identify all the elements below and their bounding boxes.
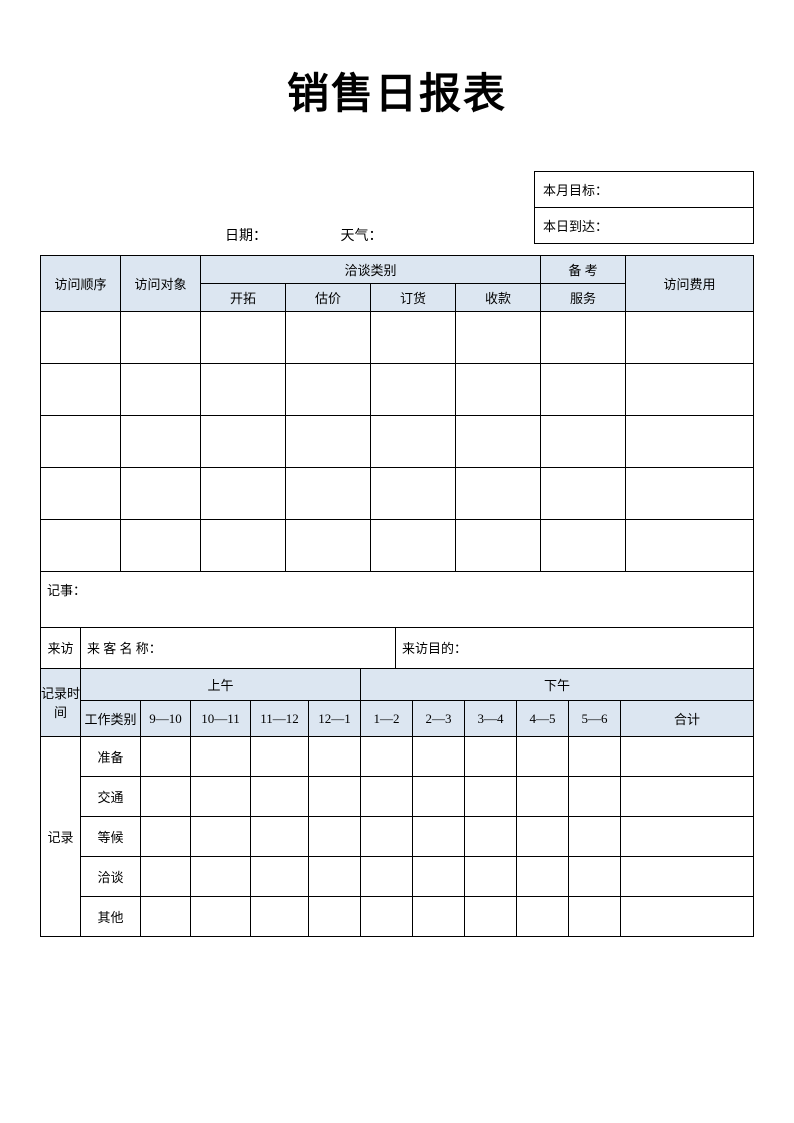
table-row xyxy=(41,468,754,520)
row-label: 其他 xyxy=(81,897,141,937)
guest-purpose-label: 来访目的： xyxy=(396,628,754,668)
col-expense: 访问费用 xyxy=(626,256,754,312)
slot: 11—12 xyxy=(251,701,309,737)
col-valuation: 估价 xyxy=(286,284,371,312)
slot: 2—3 xyxy=(413,701,465,737)
slot: 10—11 xyxy=(191,701,251,737)
row-label: 洽谈 xyxy=(81,857,141,897)
col-visit-order: 访问顺序 xyxy=(41,256,121,312)
meta-area: 日期： 天气： 本月目标： 本日到达： xyxy=(40,171,754,251)
notes-label: 记事： xyxy=(40,572,754,628)
guest-visit: 来访 xyxy=(41,628,81,668)
guest-table: 来访 来 客 名 称： 来访目的： xyxy=(40,628,754,669)
slot: 9—10 xyxy=(141,701,191,737)
col-negotiation: 洽谈类别 xyxy=(201,256,541,284)
date-label: 日期： xyxy=(225,229,267,244)
today-arrival-label: 本日到达： xyxy=(535,208,753,243)
slot: 5—6 xyxy=(569,701,621,737)
table-row: 交通 xyxy=(41,777,754,817)
col-visit-target: 访问对象 xyxy=(121,256,201,312)
col-order-goods: 订货 xyxy=(371,284,456,312)
row-label: 准备 xyxy=(81,737,141,777)
row-label: 等候 xyxy=(81,817,141,857)
table-row xyxy=(41,364,754,416)
weather-label: 天气： xyxy=(341,229,383,244)
slot: 1—2 xyxy=(361,701,413,737)
record-label: 记录 xyxy=(41,737,81,937)
table-row xyxy=(41,520,754,572)
table-row xyxy=(41,312,754,364)
record-time-label: 记录时间 xyxy=(41,669,81,737)
meta-left: 日期： 天气： xyxy=(225,225,453,245)
time-table: 记录时间 上午 下午 工作类别 9—10 10—11 11—12 12—1 1—… xyxy=(40,669,754,938)
row-label: 交通 xyxy=(81,777,141,817)
col-remark: 备 考 xyxy=(541,256,626,284)
guest-name-label: 来 客 名 称： xyxy=(81,628,396,668)
visit-table: 访问顺序 访问对象 洽谈类别 备 考 访问费用 开拓 估价 订货 收款 服务 xyxy=(40,255,754,572)
morning-label: 上午 xyxy=(81,669,361,701)
table-row: 洽谈 xyxy=(41,857,754,897)
col-service: 服务 xyxy=(541,284,626,312)
col-expand: 开拓 xyxy=(201,284,286,312)
table-row: 等候 xyxy=(41,817,754,857)
page-title: 销售日报表 xyxy=(40,60,754,121)
work-category: 工作类别 xyxy=(81,701,141,737)
table-row: 记录 准备 xyxy=(41,737,754,777)
table-row xyxy=(41,416,754,468)
meta-box: 本月目标： 本日到达： xyxy=(534,171,754,244)
table-row: 其他 xyxy=(41,897,754,937)
slot: 12—1 xyxy=(309,701,361,737)
afternoon-label: 下午 xyxy=(361,669,754,701)
total-label: 合计 xyxy=(621,701,754,737)
month-target-label: 本月目标： xyxy=(535,172,753,208)
slot: 4—5 xyxy=(517,701,569,737)
slot: 3—4 xyxy=(465,701,517,737)
col-collection: 收款 xyxy=(456,284,541,312)
